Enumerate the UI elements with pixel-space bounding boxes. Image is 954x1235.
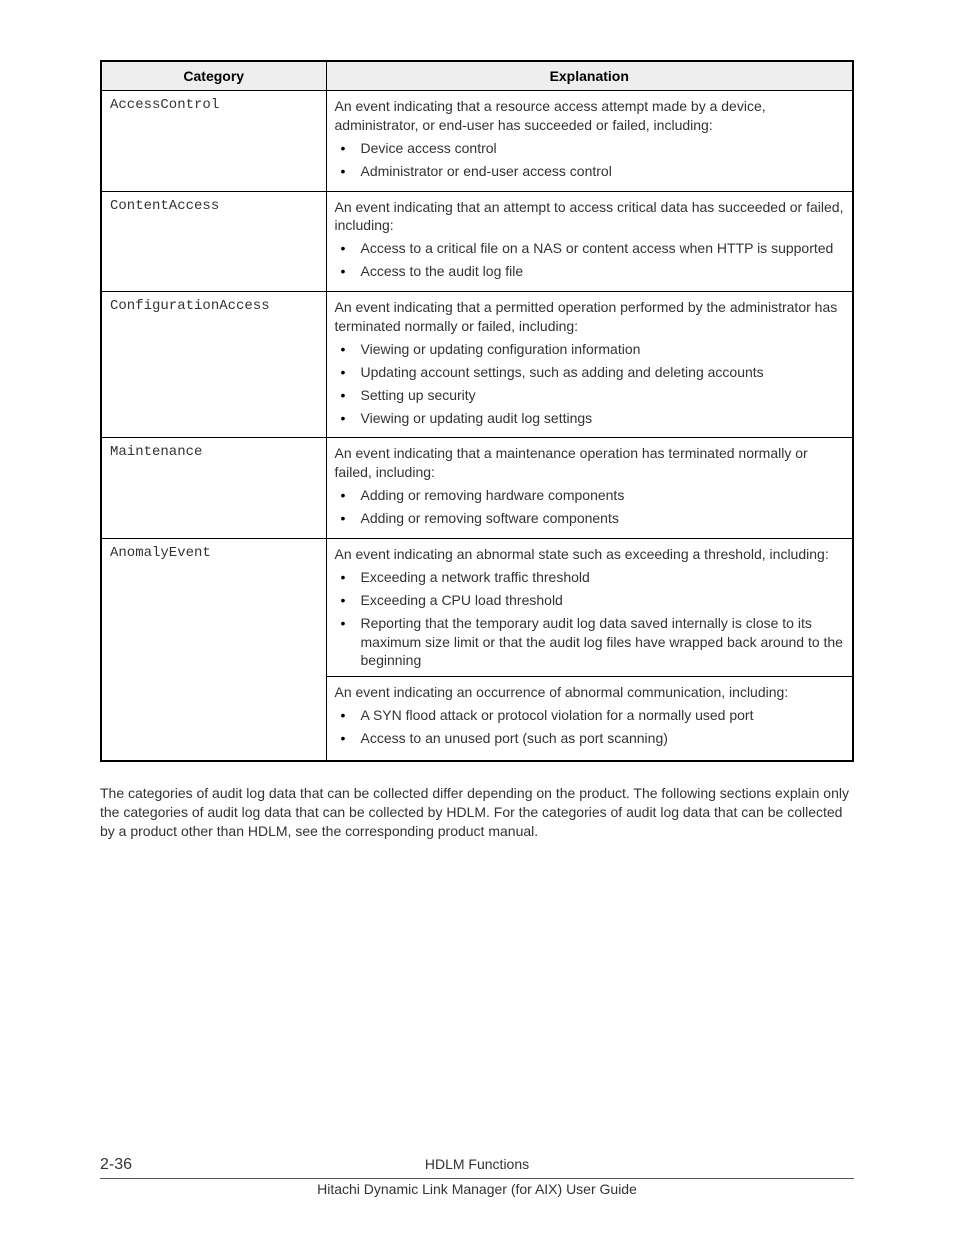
explanation-cell: An event indicating that a permitted ope… [326,292,853,438]
category-cell: AccessControl [101,91,326,192]
footer-doc-title: Hitachi Dynamic Link Manager (for AIX) U… [100,1179,854,1197]
bullet-list: Access to a critical file on a NAS or co… [335,239,845,281]
col-header-explanation: Explanation [326,61,853,91]
bullet-item: Device access control [339,139,845,158]
explanation-intro: An event indicating that an attempt to a… [335,198,845,236]
category-table: Category Explanation AccessControl An ev… [100,60,854,762]
bullet-item: Exceeding a network traffic threshold [339,568,845,587]
body-paragraph: The categories of audit log data that ca… [100,784,854,841]
bullet-item: Reporting that the temporary audit log d… [339,614,845,671]
bullet-list: Viewing or updating configuration inform… [335,340,845,428]
bullet-item: Access to a critical file on a NAS or co… [339,239,845,258]
bullet-item: Access to the audit log file [339,262,845,281]
explanation-intro: An event indicating an occurrence of abn… [335,683,845,702]
table-row: ConfigurationAccess An event indicating … [101,292,853,438]
page-footer: 2-36 HDLM Functions Hitachi Dynamic Link… [100,1156,854,1197]
bullet-item: Adding or removing hardware components [339,486,845,505]
bullet-list: Exceeding a network traffic threshold Ex… [335,568,845,670]
bullet-item: Viewing or updating audit log settings [339,409,845,428]
bullet-list: Device access control Administrator or e… [335,139,845,181]
table-row: Maintenance An event indicating that a m… [101,438,853,539]
table-row: ContentAccess An event indicating that a… [101,191,853,292]
category-cell: AnomalyEvent [101,539,326,762]
explanation-cell: An event indicating that a maintenance o… [326,438,853,539]
bullet-item: Adding or removing software components [339,509,845,528]
bullet-item: Viewing or updating configuration inform… [339,340,845,359]
bullet-item: A SYN flood attack or protocol violation… [339,706,845,725]
category-cell: ContentAccess [101,191,326,292]
explanation-intro: An event indicating an abnormal state su… [335,545,845,564]
sub-separator: An event indicating an occurrence of abn… [327,676,853,748]
bullet-list: Adding or removing hardware components A… [335,486,845,528]
table-row: AccessControl An event indicating that a… [101,91,853,192]
explanation-cell: An event indicating that an attempt to a… [326,191,853,292]
explanation-intro: An event indicating that a maintenance o… [335,444,845,482]
bullet-item: Exceeding a CPU load threshold [339,591,845,610]
explanation-intro: An event indicating that a resource acce… [335,97,845,135]
footer-row-1: 2-36 HDLM Functions [100,1156,854,1174]
explanation-intro: An event indicating that a permitted ope… [335,298,845,336]
category-cell: ConfigurationAccess [101,292,326,438]
explanation-cell: An event indicating that a resource acce… [326,91,853,192]
table-header-row: Category Explanation [101,61,853,91]
page-number: 2-36 [100,1156,132,1174]
bullet-item: Updating account settings, such as addin… [339,363,845,382]
footer-section: HDLM Functions [425,1156,529,1172]
explanation-cell: An event indicating an abnormal state su… [326,539,853,762]
table-body: AccessControl An event indicating that a… [101,91,853,762]
bullet-item: Administrator or end-user access control [339,162,845,181]
bullet-item: Access to an unused port (such as port s… [339,729,845,748]
table-row: AnomalyEvent An event indicating an abno… [101,539,853,762]
bullet-list: A SYN flood attack or protocol violation… [335,706,845,748]
col-header-category: Category [101,61,326,91]
category-cell: Maintenance [101,438,326,539]
document-page: Category Explanation AccessControl An ev… [0,0,954,1235]
bullet-item: Setting up security [339,386,845,405]
